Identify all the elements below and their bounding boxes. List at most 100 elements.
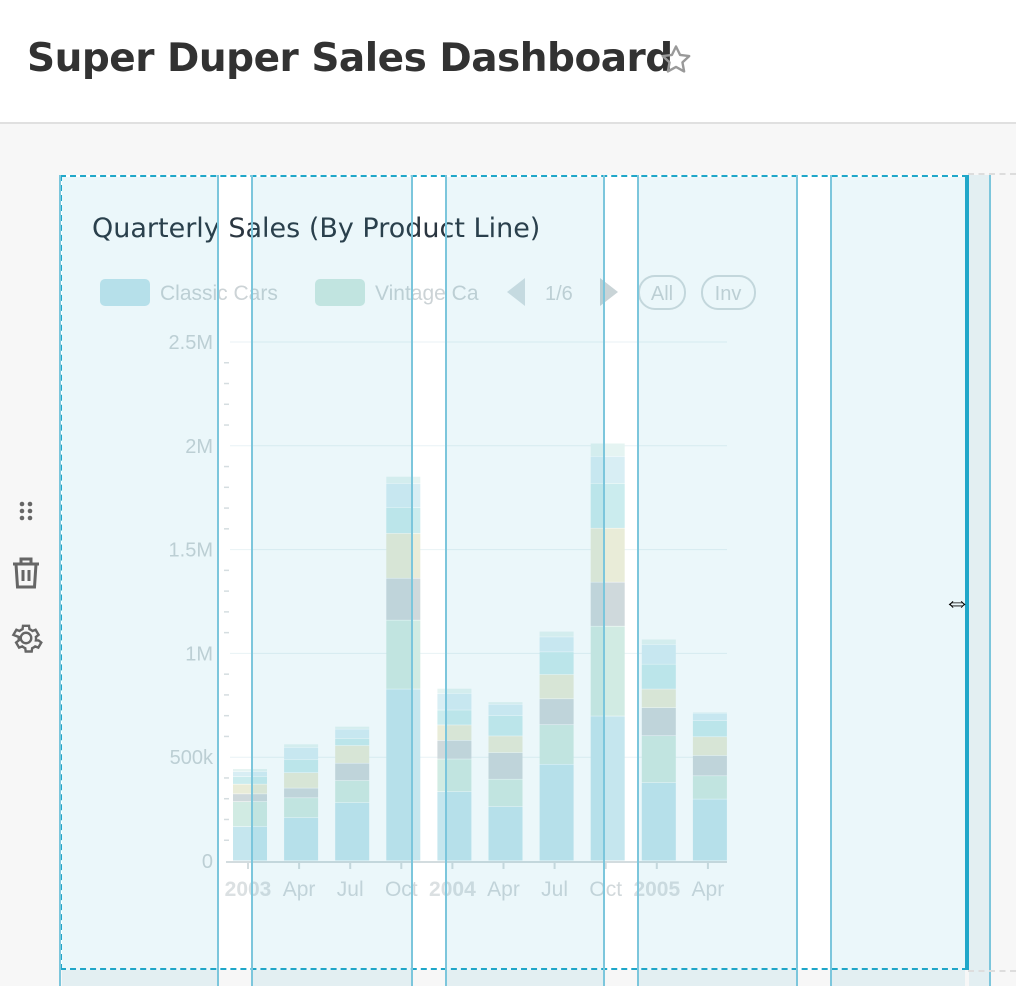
bar-segment[interactable]: [284, 744, 319, 748]
bar-segment[interactable]: [488, 715, 523, 736]
dashboard-title[interactable]: Super Duper Sales Dashboard: [27, 36, 673, 81]
bar-segment[interactable]: [335, 802, 370, 861]
bar-segment[interactable]: [641, 689, 676, 708]
bar-segment[interactable]: [284, 747, 319, 760]
bar-segment[interactable]: [692, 776, 727, 799]
y-tick-label: 1M: [185, 643, 213, 665]
bar-segment[interactable]: [386, 507, 421, 534]
x-tick-label: 2003: [225, 878, 272, 901]
bar-segment[interactable]: [488, 736, 523, 753]
grid-line: [989, 175, 991, 986]
bar-segment[interactable]: [335, 763, 370, 781]
bar-segment[interactable]: [335, 780, 370, 803]
bar-segment[interactable]: [539, 699, 574, 725]
bar-segment[interactable]: [539, 674, 574, 699]
grid-line: [411, 175, 413, 986]
grid-line: [796, 175, 798, 986]
bar-segment[interactable]: [692, 737, 727, 756]
bar-segment[interactable]: [590, 483, 625, 528]
trash-icon[interactable]: [10, 556, 42, 595]
bar-segment[interactable]: [233, 769, 267, 772]
resize-handle[interactable]: [965, 175, 969, 970]
bar-segment[interactable]: [437, 688, 472, 694]
legend-swatch-vintage-cars: [315, 279, 365, 306]
bar-segment[interactable]: [539, 631, 574, 637]
bar-segment[interactable]: [692, 755, 727, 776]
bar-segment[interactable]: [590, 716, 625, 861]
bar-segment[interactable]: [692, 799, 727, 861]
legend-inv-button[interactable]: [701, 275, 756, 310]
legend-inv-label[interactable]: Inv: [715, 283, 742, 305]
x-tick-label: 2005: [633, 878, 680, 901]
bar-segment[interactable]: [539, 637, 574, 652]
bar-segment[interactable]: [641, 664, 676, 689]
bar-segment[interactable]: [590, 456, 625, 484]
bar-segment[interactable]: [386, 620, 421, 689]
bar-segment[interactable]: [590, 626, 625, 716]
legend-item-vintage-cars[interactable]: Vintage Ca: [375, 282, 479, 305]
grid-line: [445, 175, 447, 986]
bar-segment[interactable]: [284, 772, 319, 788]
bar-segment[interactable]: [386, 689, 421, 861]
bar-segment[interactable]: [692, 712, 727, 713]
x-tick-label: Oct: [589, 878, 622, 901]
grid-line: [637, 175, 639, 986]
bar-segment[interactable]: [590, 443, 625, 457]
row-dash: [968, 173, 1016, 175]
bar-segment[interactable]: [233, 784, 267, 794]
bar-segment[interactable]: [539, 652, 574, 675]
bar-segment[interactable]: [488, 779, 523, 807]
x-tick-label: Apr: [283, 878, 316, 901]
bar-segment[interactable]: [692, 713, 727, 721]
bar-segment[interactable]: [590, 528, 625, 582]
bar-segment[interactable]: [437, 759, 472, 792]
bar-segment[interactable]: [539, 725, 574, 764]
y-tick-label: 1.5M: [169, 540, 213, 562]
legend-prev-icon[interactable]: [507, 278, 525, 306]
row-dash: [968, 970, 1016, 972]
gear-icon[interactable]: [8, 620, 44, 661]
bar-segment[interactable]: [233, 794, 267, 802]
x-tick-label: Jul: [541, 878, 568, 901]
bar-segment[interactable]: [641, 707, 676, 736]
bar-segment[interactable]: [539, 764, 574, 861]
star-icon[interactable]: [658, 42, 694, 78]
bar-segment[interactable]: [386, 476, 421, 484]
bar-segment[interactable]: [284, 759, 319, 773]
bar-segment[interactable]: [335, 729, 370, 739]
grid-line: [603, 175, 605, 986]
bar-segment[interactable]: [641, 736, 676, 783]
bar-segment[interactable]: [386, 533, 421, 578]
bar-segment[interactable]: [437, 791, 472, 861]
bar-segment[interactable]: [641, 644, 676, 664]
legend-all-label[interactable]: All: [651, 283, 673, 305]
grid-line: [830, 175, 832, 986]
bar-segment[interactable]: [488, 806, 523, 861]
bar-segment[interactable]: [590, 582, 625, 626]
grid-line: [217, 175, 219, 986]
bar-segment[interactable]: [233, 801, 267, 827]
legend-all-button[interactable]: [638, 275, 686, 310]
bar-segment[interactable]: [488, 704, 523, 716]
grid-column: [638, 177, 797, 986]
bar-segment[interactable]: [488, 702, 523, 704]
bar-segment[interactable]: [335, 726, 370, 729]
grid-line: [59, 175, 61, 986]
bar-segment[interactable]: [284, 798, 319, 818]
bar-segment[interactable]: [641, 782, 676, 861]
drag-handle-icon[interactable]: [18, 500, 34, 531]
bar-segment[interactable]: [488, 752, 523, 779]
resize-preview-strip: [969, 175, 990, 986]
bar-segment[interactable]: [335, 745, 370, 763]
bar-segment[interactable]: [233, 826, 267, 861]
bar-segment[interactable]: [692, 720, 727, 737]
grid-column: [446, 177, 604, 986]
bar-segment[interactable]: [284, 817, 319, 861]
bar-segment[interactable]: [284, 788, 319, 798]
bar-segment[interactable]: [641, 639, 676, 645]
bar-segment[interactable]: [386, 578, 421, 620]
dashboard-header: Super Duper Sales Dashboard: [0, 0, 1016, 124]
bar-segment[interactable]: [233, 771, 267, 777]
bar-segment[interactable]: [335, 738, 370, 746]
bar-segment[interactable]: [233, 776, 267, 784]
